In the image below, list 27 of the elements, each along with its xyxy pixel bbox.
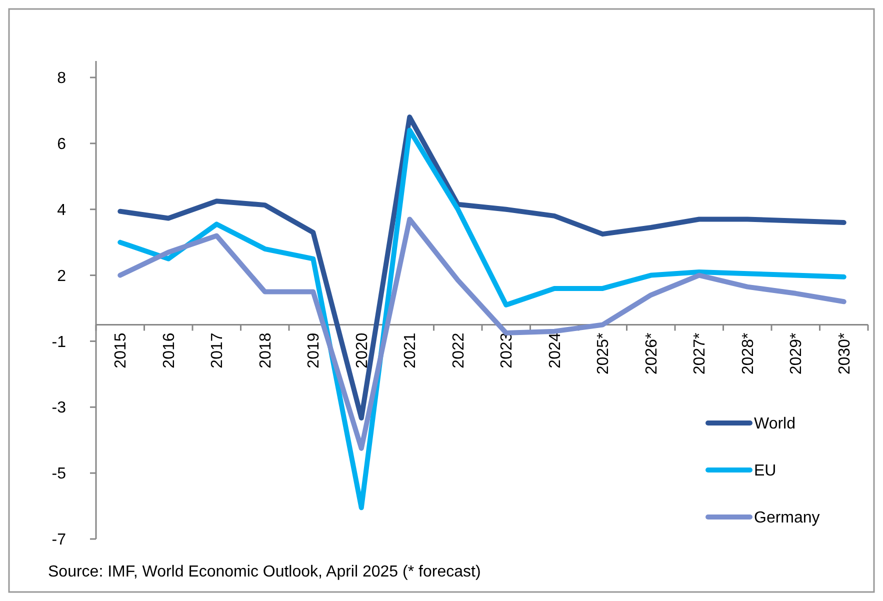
y-tick-label: 2 <box>57 268 66 285</box>
y-tick-label: 8 <box>57 70 66 88</box>
legend-label: EU <box>754 462 776 480</box>
x-tick-label: 2024 <box>546 332 564 368</box>
legend-label: World <box>754 416 796 433</box>
x-tick-label: 2015 <box>112 332 130 368</box>
source-note: Source: IMF, World Economic Outlook, April 2025 (* forecast) <box>48 564 481 581</box>
x-tick-label: 2025* <box>595 332 612 375</box>
x-tick-label: 2027* <box>692 332 709 375</box>
x-tick-label: 2029* <box>788 332 806 375</box>
x-tick-label: 2026* <box>643 332 660 375</box>
y-tick-label: -7 <box>52 532 66 549</box>
x-tick-label: 2021 <box>402 332 420 368</box>
x-tick-label: 2030* <box>836 332 854 375</box>
y-tick-label: -5 <box>52 466 66 483</box>
x-tick-label: 2022 <box>450 332 468 368</box>
y-tick-label: -3 <box>52 400 66 417</box>
x-tick-label: 2017 <box>209 332 226 368</box>
legend-label: Germany <box>754 510 820 527</box>
x-tick-label: 2020 <box>354 332 371 368</box>
y-tick-label: 6 <box>57 136 66 154</box>
x-tick-label: 2016 <box>160 332 178 368</box>
x-tick-label: 2018 <box>257 332 274 368</box>
y-tick-label: -1 <box>52 334 66 351</box>
x-tick-label: 2028* <box>740 332 757 375</box>
x-tick-label: 2019 <box>306 332 323 368</box>
y-tick-label: 4 <box>57 202 66 219</box>
